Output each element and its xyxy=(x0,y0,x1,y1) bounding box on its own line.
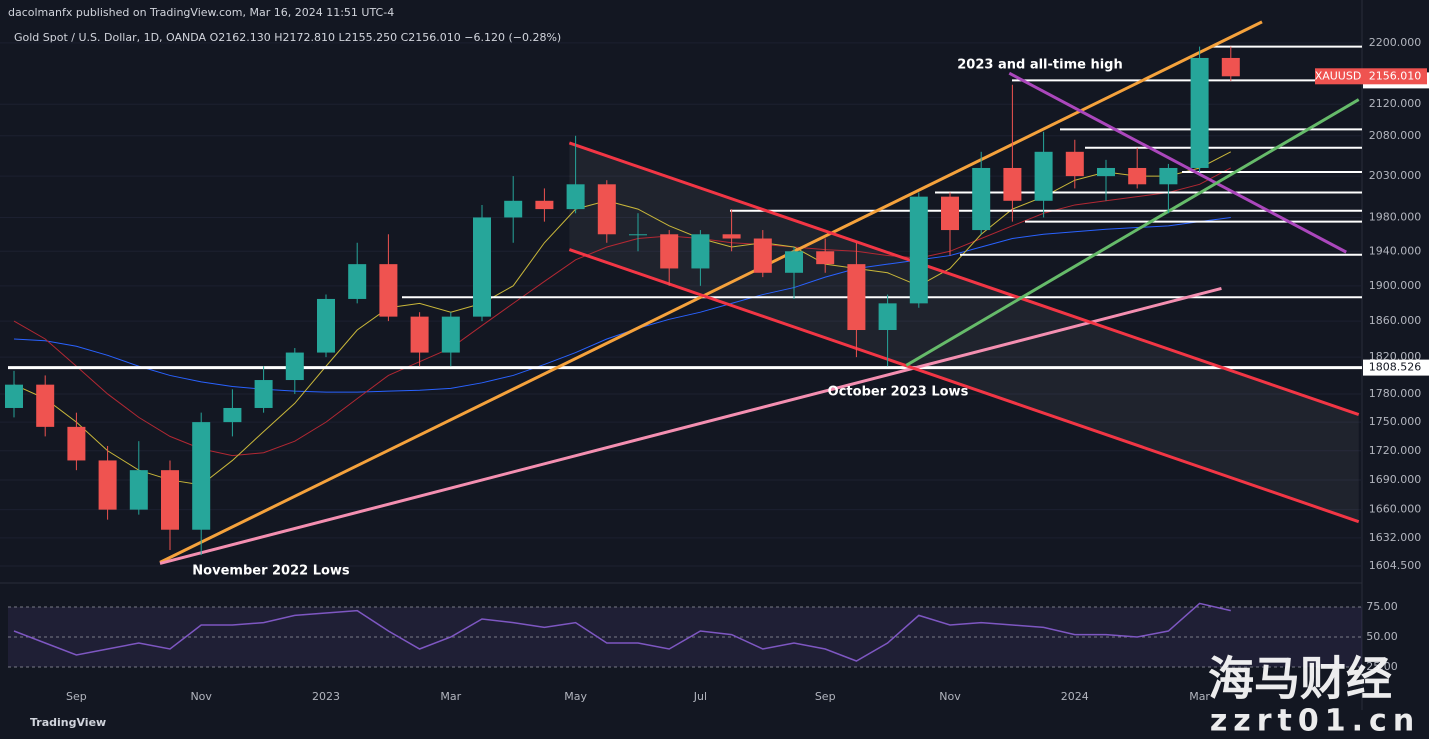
candle-body xyxy=(441,316,460,353)
candle-body xyxy=(348,264,367,299)
candle-body xyxy=(285,352,304,381)
candle-body xyxy=(535,200,554,210)
candle-body xyxy=(1221,57,1240,77)
candle-body xyxy=(67,426,86,461)
last-price-tag xyxy=(1315,68,1427,85)
watermark: 海马财经 xyxy=(1208,652,1392,706)
footer-logo: TradingView xyxy=(30,716,106,729)
y-tick-label: 1780.000 xyxy=(1369,387,1422,400)
candle-body xyxy=(753,238,772,273)
y-tick-label: 2200.000 xyxy=(1369,36,1422,49)
symbol: Gold Spot / U.S. Dollar, 1D, OANDA O2162… xyxy=(14,31,561,44)
candle-body xyxy=(98,460,117,510)
last-price-symbol: XAUUSD xyxy=(1315,69,1362,82)
candle-body xyxy=(722,234,741,239)
candle-body xyxy=(847,264,866,331)
rsi-line xyxy=(13,602,1231,662)
trendline xyxy=(159,20,1263,564)
candle-body xyxy=(1159,167,1178,185)
y-tick-label: 1900.000 xyxy=(1369,279,1422,292)
candle-body xyxy=(597,184,616,235)
candle-body xyxy=(129,470,148,510)
moving-average xyxy=(13,167,1232,457)
annotation: 2023 and all-time high xyxy=(957,58,1122,73)
candle-body xyxy=(1034,151,1053,201)
x-tick-label: Nov xyxy=(939,690,961,703)
y-tick-label: 1860.000 xyxy=(1369,314,1422,327)
candle-body xyxy=(5,384,23,408)
y-tick-label: 1720.000 xyxy=(1369,444,1422,457)
moving-average xyxy=(13,151,1232,486)
candle-body xyxy=(254,380,273,408)
x-tick-label: 2024 xyxy=(1061,690,1089,703)
x-tick-label: Sep xyxy=(66,690,87,703)
trendline xyxy=(1008,71,1347,254)
candle-body xyxy=(1128,167,1147,185)
x-tick-label: 2023 xyxy=(312,690,340,703)
candle-body xyxy=(36,384,55,427)
y-tick-label: 1604.500 xyxy=(1369,559,1422,572)
candle-body xyxy=(909,196,928,304)
candle-body xyxy=(660,234,679,269)
trendline xyxy=(159,286,1222,565)
rsi-band xyxy=(8,607,1362,667)
candle-body xyxy=(972,167,991,231)
x-tick-label: Jul xyxy=(693,690,707,703)
publisher: dacolmanfx published on TradingView.com,… xyxy=(8,6,394,19)
y-tick-label: 1632.000 xyxy=(1369,531,1422,544)
candle-body xyxy=(161,470,179,530)
rsi-tick-label: 50.00 xyxy=(1366,630,1398,643)
y-tick-label: 2030.000 xyxy=(1369,169,1422,182)
watermark-url: zzrt01.cn xyxy=(1210,704,1420,739)
rsi-tick-label: 75.00 xyxy=(1366,600,1398,613)
trendline xyxy=(568,141,1360,416)
candle-body xyxy=(1003,167,1022,201)
candle-body xyxy=(504,200,523,218)
trendline xyxy=(905,98,1360,367)
y-tick-label: 1940.000 xyxy=(1369,244,1422,257)
candle-body xyxy=(410,316,429,353)
candle-body xyxy=(816,251,835,265)
annotation: October 2023 Lows xyxy=(828,385,969,400)
last-price-label: 2156.010 xyxy=(1369,69,1422,82)
x-tick-label: May xyxy=(564,690,587,703)
y-tick-label: 1690.000 xyxy=(1369,473,1422,486)
candle-body xyxy=(629,234,647,236)
y-tick-label: 2080.000 xyxy=(1369,129,1422,142)
candle-body xyxy=(878,303,897,331)
moving-average xyxy=(13,216,1231,393)
candle-body xyxy=(317,298,335,353)
candle-body xyxy=(1190,57,1209,168)
candle-body xyxy=(1065,151,1084,177)
candle-body xyxy=(566,184,585,210)
y-tick-label: 1750.000 xyxy=(1369,415,1422,428)
rsi-tick-label: 25.00 xyxy=(1366,660,1398,673)
x-tick-label: Mar xyxy=(440,690,461,703)
y-tick-label: 1660.000 xyxy=(1369,503,1422,516)
candle-body xyxy=(223,407,242,423)
candle-body xyxy=(941,196,959,231)
x-tick-label: Sep xyxy=(815,690,836,703)
y-tick-label: 2120.000 xyxy=(1369,97,1422,110)
candle-body xyxy=(192,422,211,530)
x-tick-label: Mar xyxy=(1189,690,1210,703)
y-tick-label: 1980.000 xyxy=(1369,210,1422,223)
candle-body xyxy=(473,217,491,317)
candle-body xyxy=(379,264,398,317)
annotation: November 2022 Lows xyxy=(192,564,350,579)
trendline xyxy=(568,248,1360,524)
candle-body xyxy=(785,251,803,273)
candle-body xyxy=(691,234,710,269)
price-tag-label: 1808.526 xyxy=(1369,361,1422,374)
x-tick-label: Nov xyxy=(190,690,212,703)
candle-body xyxy=(1097,167,1115,177)
price-tag xyxy=(1363,359,1429,376)
